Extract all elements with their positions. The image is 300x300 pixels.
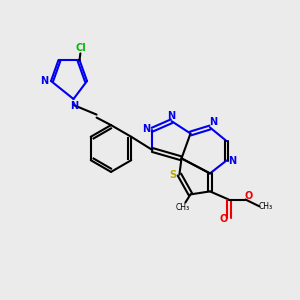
Text: O: O <box>219 214 227 224</box>
Text: N: N <box>70 100 78 111</box>
Text: O: O <box>244 191 253 201</box>
Text: N: N <box>167 111 176 121</box>
Text: CH₃: CH₃ <box>259 202 273 211</box>
Text: N: N <box>228 155 237 166</box>
Text: CH₃: CH₃ <box>176 203 190 212</box>
Text: Cl: Cl <box>76 43 86 53</box>
Text: S: S <box>169 169 176 180</box>
Text: N: N <box>142 124 151 134</box>
Text: N: N <box>209 117 217 127</box>
Text: N: N <box>40 76 49 86</box>
